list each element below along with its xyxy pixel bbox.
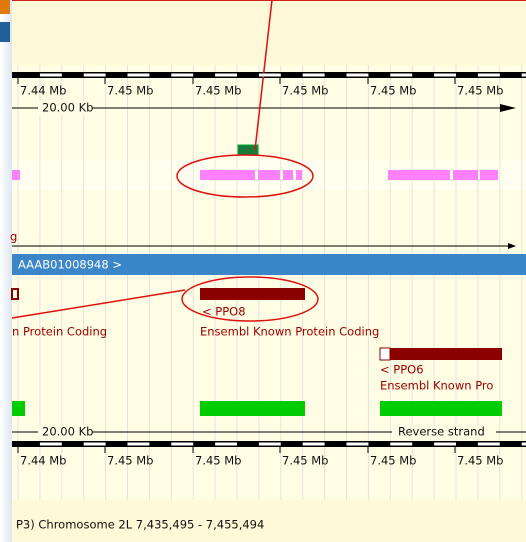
highlight bbox=[176, 154, 314, 198]
ruler-segment bbox=[171, 73, 194, 77]
footer-band bbox=[12, 500, 526, 542]
icon bbox=[0, 0, 10, 14]
ruler-label: 7.45 Mb bbox=[457, 454, 503, 468]
ruler-segment bbox=[477, 442, 500, 446]
green-features bbox=[12, 401, 502, 416]
ruler-segment bbox=[39, 442, 62, 446]
ruler-segment bbox=[215, 73, 237, 77]
ruler-segment bbox=[127, 73, 150, 77]
pointer bbox=[11, 289, 186, 319]
ruler-segment bbox=[171, 442, 194, 446]
ruler-segment bbox=[390, 442, 413, 446]
location: P3) Chromosome 2L 7,435,495 - 7,455,494 bbox=[16, 518, 264, 532]
gene bbox=[11, 288, 19, 300]
ruler-label: 7.45 Mb bbox=[195, 454, 241, 468]
arrow bbox=[500, 104, 516, 112]
gene bbox=[379, 347, 391, 361]
gene-source: n Protein Coding bbox=[12, 325, 107, 339]
ruler-label: 7.45 Mb bbox=[370, 454, 416, 468]
scale-label: 20.00 Kb bbox=[42, 425, 93, 439]
ruler-segment bbox=[390, 73, 413, 77]
ruler-segment bbox=[434, 73, 456, 77]
ruler-label: 7.44 Mb bbox=[20, 84, 66, 98]
label-bg bbox=[392, 425, 496, 439]
contig-bar bbox=[12, 254, 526, 275]
ruler-segment bbox=[83, 73, 106, 77]
ruler-segment bbox=[477, 73, 500, 77]
icon bbox=[0, 22, 10, 42]
gene bbox=[390, 348, 502, 360]
ruler-segment bbox=[258, 442, 281, 446]
ruler-label: 7.45 Mb bbox=[195, 84, 241, 98]
gene-source: Ensembl Known Protein Coding bbox=[200, 325, 379, 339]
contig-label: AAAB01008948 > bbox=[18, 258, 122, 272]
ruler-label: 7.45 Mb bbox=[107, 84, 153, 98]
ruler-segment bbox=[39, 73, 62, 77]
ruler-segment bbox=[83, 442, 106, 446]
ruler-label: 7.45 Mb bbox=[282, 84, 328, 98]
gene-name: < PPO6 bbox=[380, 363, 424, 377]
ruler-segment bbox=[215, 442, 237, 446]
ruler-segment bbox=[346, 73, 369, 77]
left-strip bbox=[0, 0, 12, 542]
ruler-label: 7.45 Mb bbox=[282, 454, 328, 468]
grid bbox=[17, 65, 523, 500]
ruler-label: 7.45 Mb bbox=[370, 84, 416, 98]
ruler-segment bbox=[434, 442, 456, 446]
label-bg bbox=[38, 101, 92, 115]
pink-features bbox=[12, 170, 498, 180]
ruler-label: 7.44 Mb bbox=[20, 454, 66, 468]
ruler-segment bbox=[302, 442, 325, 446]
cut-label: g bbox=[10, 230, 17, 244]
gene bbox=[200, 288, 305, 300]
ruler-segment bbox=[521, 442, 526, 446]
highlight bbox=[181, 276, 319, 322]
ruler-label: 7.45 Mb bbox=[107, 454, 153, 468]
gene-source: Ensembl Known Pro bbox=[380, 379, 493, 393]
arrow bbox=[508, 243, 516, 249]
ruler-segment bbox=[521, 73, 526, 77]
gene-name: < PPO8 bbox=[202, 305, 246, 319]
ruler-labels: 7.44 Mb 7.45 Mb 7.45 Mb 7.45 Mb 7.45 Mb 7.45 … bbox=[17, 72, 503, 98]
ruler-segment bbox=[127, 442, 150, 446]
label-bg bbox=[38, 425, 92, 439]
ruler-segment bbox=[258, 73, 281, 77]
ruler-segment bbox=[346, 442, 369, 446]
ruler-label: 7.45 Mb bbox=[457, 84, 503, 98]
scale-label: 20.00 Kb bbox=[42, 101, 93, 115]
ruler-labels: 7.44 Mb 7.45 Mb 7.45 Mb 7.45 Mb 7.45 Mb 7.45 … bbox=[17, 441, 503, 468]
ruler-segment bbox=[302, 73, 325, 77]
strand-label: Reverse strand bbox=[398, 425, 485, 439]
